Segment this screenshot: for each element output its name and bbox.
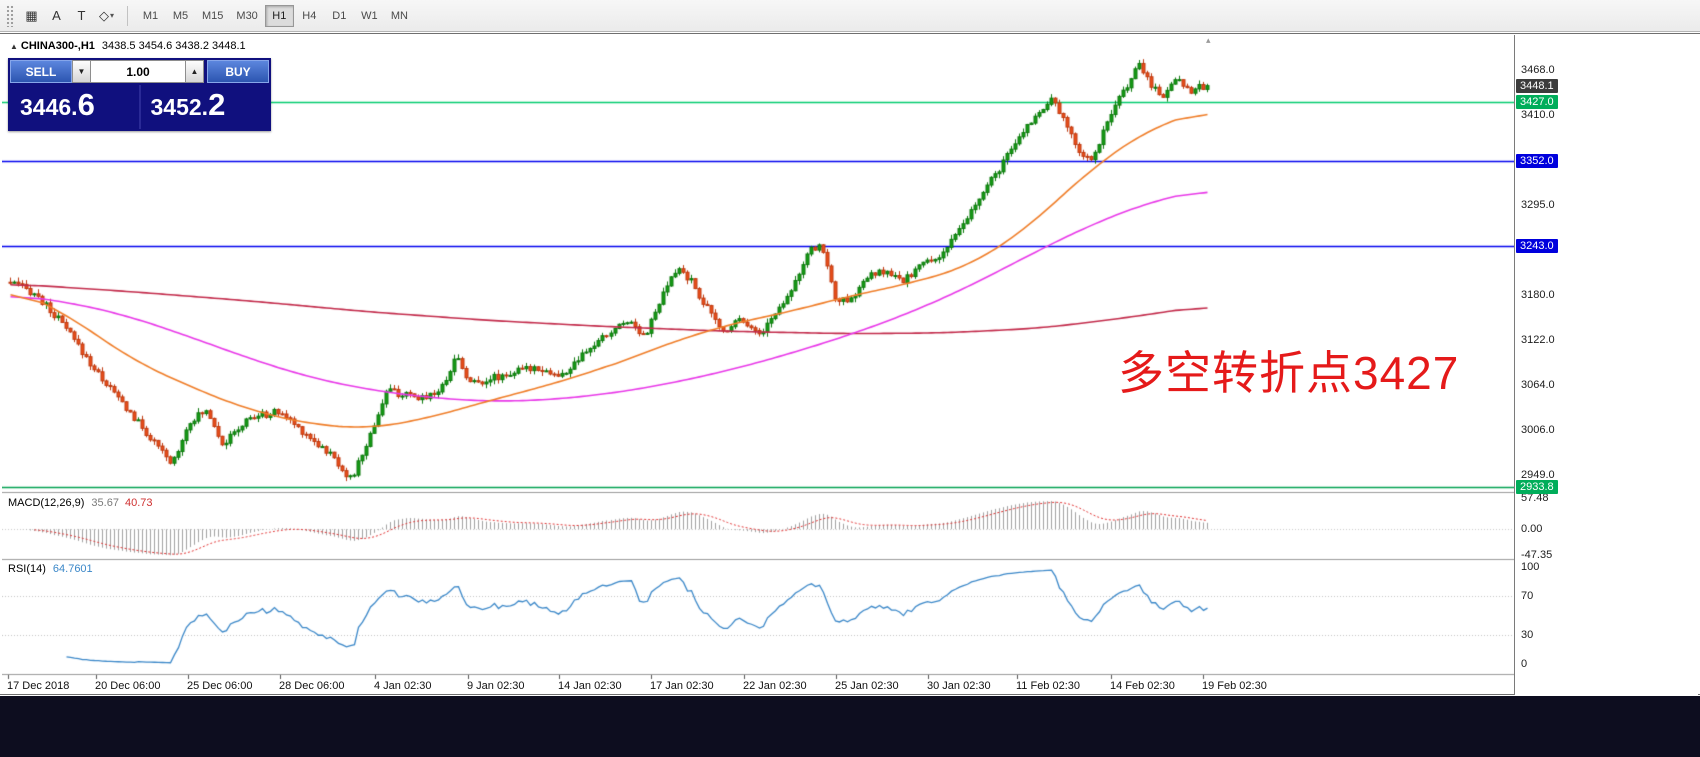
annotation-text: 多空转折点3427: [1118, 347, 1460, 399]
time-label: 19 Feb 02:30: [1202, 680, 1267, 692]
chart-shift-marker: ▴: [1206, 35, 1211, 45]
rsi-title: RSI(14): [8, 563, 46, 575]
volume-increase-button[interactable]: ▲: [185, 60, 204, 83]
chart-header: ▲ CHINA300-,H1 3438.5 3454.6 3438.2 3448.1: [10, 40, 246, 52]
time-label: 22 Jan 02:30: [743, 680, 807, 692]
time-axis[interactable]: 17 Dec 2018 20 Dec 06:00 25 Dec 06:00 28 De…: [2, 679, 1514, 696]
price-tick-label: 3122.0: [1521, 333, 1555, 346]
price-tick-label: 3064.0: [1521, 379, 1555, 392]
ohlc-values: 3438.5 3454.6 3438.2 3448.1: [101, 40, 246, 52]
shapes-tool-icon[interactable]: ◇ ▾: [94, 4, 119, 28]
cursor-tool-icon[interactable]: A: [44, 3, 69, 27]
time-label: 30 Jan 02:30: [927, 680, 991, 692]
macd-title: MACD(12,26,9): [8, 497, 85, 509]
time-label: 14 Feb 02:30: [1110, 680, 1175, 692]
price-badge-resistance-level: 3352.0: [1516, 153, 1558, 168]
macd-signal-value: 40.73: [124, 497, 153, 509]
sell-price-pip: 6: [77, 87, 95, 122]
macd-axis-label: 57.48: [1521, 492, 1549, 505]
toolbar-drag-handle[interactable]: [6, 4, 14, 27]
rsi-label: RSI(14) 64.7601: [8, 563, 93, 575]
trade-controls-row: SELL ▼ ▲ BUY: [10, 60, 269, 83]
drawing-tools-group: ▦ A T ◇ ▾: [19, 3, 119, 28]
sell-button[interactable]: SELL: [10, 60, 72, 83]
macd-axis-label: 0.00: [1521, 523, 1543, 536]
timeframe-w1-button[interactable]: W1: [355, 5, 384, 27]
bid-ask-display: 3446.6 3452.2: [10, 85, 269, 129]
sell-price-display[interactable]: 3446.6: [10, 85, 141, 129]
macd-main-value: 35.67: [91, 497, 119, 509]
timeframe-d1-button[interactable]: D1: [325, 5, 354, 27]
dropdown-arrow-icon: ▾: [109, 11, 114, 21]
timeframe-buttons-group: M1 M5 M15 M30 H1 H4 D1 W1 MN: [136, 4, 414, 27]
chart-grid-icon[interactable]: ▦: [19, 4, 44, 28]
buy-price-main: 3452.: [150, 94, 209, 120]
time-label: 20 Dec 06:00: [95, 680, 161, 692]
timeframe-h1-button[interactable]: H1: [264, 4, 294, 27]
price-tick-label: 3410.0: [1521, 109, 1555, 122]
timeframe-m15-button[interactable]: M15: [196, 5, 229, 27]
rsi-axis-label: 30: [1521, 628, 1534, 641]
one-click-trading-panel: SELL ▼ ▲ BUY 3446.6 3452.2: [8, 58, 271, 131]
timeframe-m1-button[interactable]: M1: [136, 5, 165, 27]
time-label: 17 Dec 2018: [7, 680, 70, 692]
time-label: 4 Jan 02:30: [374, 680, 432, 692]
sell-price-main: 3446.: [20, 94, 78, 120]
time-label: 25 Jan 02:30: [835, 680, 899, 692]
chart-window: ▲ CHINA300-,H1 3438.5 3454.6 3438.2 3448.1…: [0, 33, 1700, 695]
text-tool-icon[interactable]: T: [69, 3, 94, 27]
macd-label: MACD(12,26,9) 35.67 40.73: [8, 497, 152, 509]
timeframe-h4-button[interactable]: H4: [295, 5, 324, 27]
buy-price-display[interactable]: 3452.2: [141, 85, 270, 129]
volume-input[interactable]: [91, 60, 185, 83]
price-tick-label: 3006.0: [1521, 424, 1555, 437]
time-label: 25 Dec 06:00: [187, 680, 253, 692]
price-badge-support-level: 3427.0: [1516, 95, 1558, 110]
price-tick-label: 3295.0: [1521, 199, 1555, 211]
price-badge-current-price: 3448.1: [1516, 78, 1558, 93]
buy-button[interactable]: BUY: [207, 60, 269, 83]
toolbar: ▦ A T ◇ ▾ M1 M5 M15 M30 H1 H4 D1 W1 MN: [0, 0, 1700, 32]
volume-decrease-button[interactable]: ▼: [72, 60, 91, 83]
buy-price-pip: 2: [208, 87, 226, 122]
time-label: 9 Jan 02:30: [467, 680, 525, 692]
rsi-axis-label: 70: [1521, 590, 1534, 603]
time-label: 14 Jan 02:30: [558, 680, 622, 692]
collapse-icon[interactable]: ▲: [10, 42, 18, 51]
price-tick-label: 3180.0: [1521, 288, 1555, 301]
rsi-axis-label: 100: [1521, 561, 1540, 573]
timeframe-m30-button[interactable]: M30: [230, 5, 263, 27]
timeframe-mn-button[interactable]: MN: [385, 5, 414, 27]
price-badge-resistance-level: 3243.0: [1516, 238, 1558, 253]
price-tick-label: 2949.0: [1521, 468, 1555, 481]
price-chart-canvas[interactable]: [2, 35, 1514, 695]
rsi-value: 64.7601: [52, 563, 93, 575]
price-badge-support-level: 2933.8: [1516, 479, 1558, 494]
time-label: 11 Feb 02:30: [1016, 680, 1081, 692]
time-label: 17 Jan 02:30: [650, 680, 714, 692]
timeframe-m5-button[interactable]: M5: [166, 5, 195, 27]
toolbar-separator: [127, 5, 128, 26]
bottom-strip: [0, 696, 1700, 757]
symbol-label: CHINA300-,H1: [20, 40, 95, 52]
time-label: 28 Dec 06:00: [279, 680, 345, 692]
macd-axis-label: -47.35: [1521, 548, 1553, 561]
price-tick-label: 3468.0: [1521, 64, 1555, 77]
rsi-axis-label: 0: [1521, 658, 1528, 670]
price-axis[interactable]: 3468.0 3410.0 3295.0 3180.0 3122.0 3064.0 3006…: [1514, 35, 1698, 695]
